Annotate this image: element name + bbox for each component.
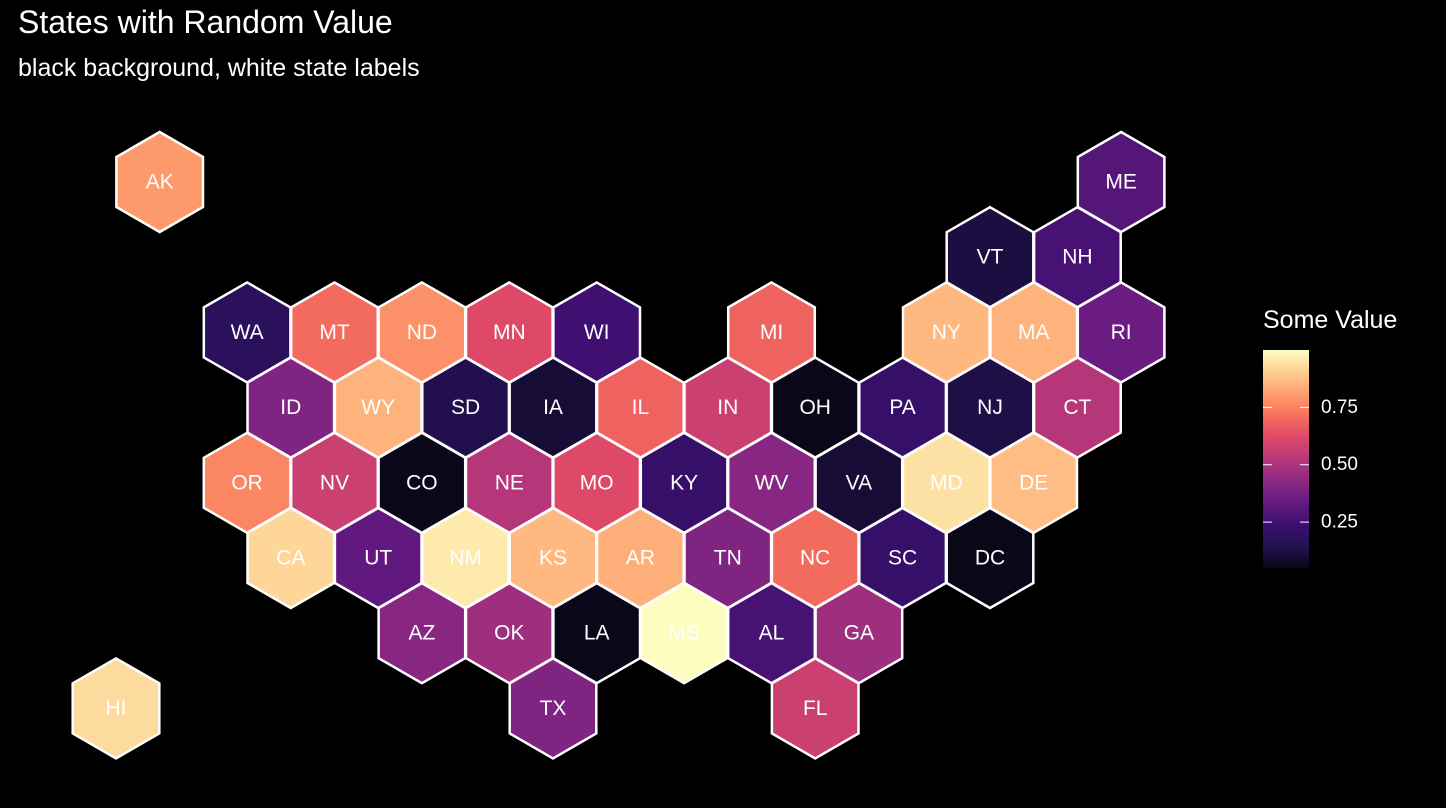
state-hex-fl (770, 656, 860, 760)
state-label-wv: WV (755, 471, 789, 494)
state-label-al: AL (759, 622, 785, 645)
state-label-ca: CA (276, 547, 305, 570)
state-hexes: AK ME VT NH WA MT ND MN WI MI NY MA RI ID WY SD IA IL IN OH… (71, 130, 1166, 760)
state-label-ma: MA (1018, 321, 1050, 344)
state-label-sd: SD (451, 396, 480, 419)
legend-tick-label: 0.75 (1321, 397, 1358, 418)
state-label-or: OR (231, 471, 263, 494)
state-label-me: ME (1105, 171, 1137, 194)
state-label-la: LA (584, 622, 610, 645)
state-label-ok: OK (494, 622, 524, 645)
color-legend: 0.25 0.50 0.75 (1263, 350, 1358, 568)
state-label-oh: OH (799, 396, 831, 419)
state-label-nv: NV (320, 471, 349, 494)
state-label-ks: KS (539, 547, 567, 570)
state-hex-dc (945, 506, 1035, 610)
state-label-dc: DC (975, 547, 1005, 570)
state-label-tx: TX (540, 697, 567, 720)
state-label-il: IL (632, 396, 650, 419)
legend-tick-label: 0.25 (1321, 512, 1358, 533)
state-label-fl: FL (803, 697, 828, 720)
state-label-nj: NJ (977, 396, 1003, 419)
state-label-az: AZ (408, 622, 435, 645)
state-label-wa: WA (231, 321, 264, 344)
state-label-sc: SC (888, 547, 917, 570)
state-label-vt: VT (977, 246, 1004, 269)
map-title: States with Random Value (18, 4, 393, 40)
state-label-nh: NH (1062, 246, 1092, 269)
state-label-nc: NC (800, 547, 830, 570)
state-label-wy: WY (361, 396, 395, 419)
state-label-mt: MT (319, 321, 349, 344)
state-label-ne: NE (495, 471, 524, 494)
state-label-va: VA (846, 471, 872, 494)
state-label-ky: KY (670, 471, 698, 494)
state-label-hi: HI (106, 697, 127, 720)
state-label-id: ID (280, 396, 301, 419)
state-hex-ak (115, 130, 205, 234)
state-label-ia: IA (543, 396, 563, 419)
state-label-md: MD (930, 471, 963, 494)
state-label-ct: CT (1063, 396, 1091, 419)
state-label-wi: WI (584, 321, 610, 344)
state-label-ri: RI (1111, 321, 1132, 344)
state-hex-hi (71, 656, 161, 760)
state-label-mn: MN (493, 321, 526, 344)
legend-title: Some Value (1263, 306, 1398, 334)
legend-ticks: 0.25 0.50 0.75 (1263, 397, 1358, 533)
legend-tick-label: 0.50 (1321, 454, 1358, 475)
map-subtitle: black background, white state labels (18, 54, 420, 82)
state-label-nd: ND (407, 321, 437, 344)
state-label-de: DE (1019, 471, 1048, 494)
state-label-ms: MS (668, 622, 700, 645)
state-label-ga: GA (844, 622, 874, 645)
state-label-tn: TN (714, 547, 742, 570)
legend-colorbar (1263, 350, 1309, 568)
state-label-ny: NY (932, 321, 961, 344)
state-label-in: IN (717, 396, 738, 419)
state-label-co: CO (406, 471, 438, 494)
state-hex-tx (508, 656, 598, 760)
state-label-ar: AR (626, 547, 655, 570)
state-label-nm: NM (449, 547, 482, 570)
state-label-ut: UT (364, 547, 392, 570)
state-label-ak: AK (146, 171, 174, 194)
state-label-mi: MI (760, 321, 783, 344)
state-label-pa: PA (889, 396, 915, 419)
state-label-mo: MO (580, 471, 614, 494)
